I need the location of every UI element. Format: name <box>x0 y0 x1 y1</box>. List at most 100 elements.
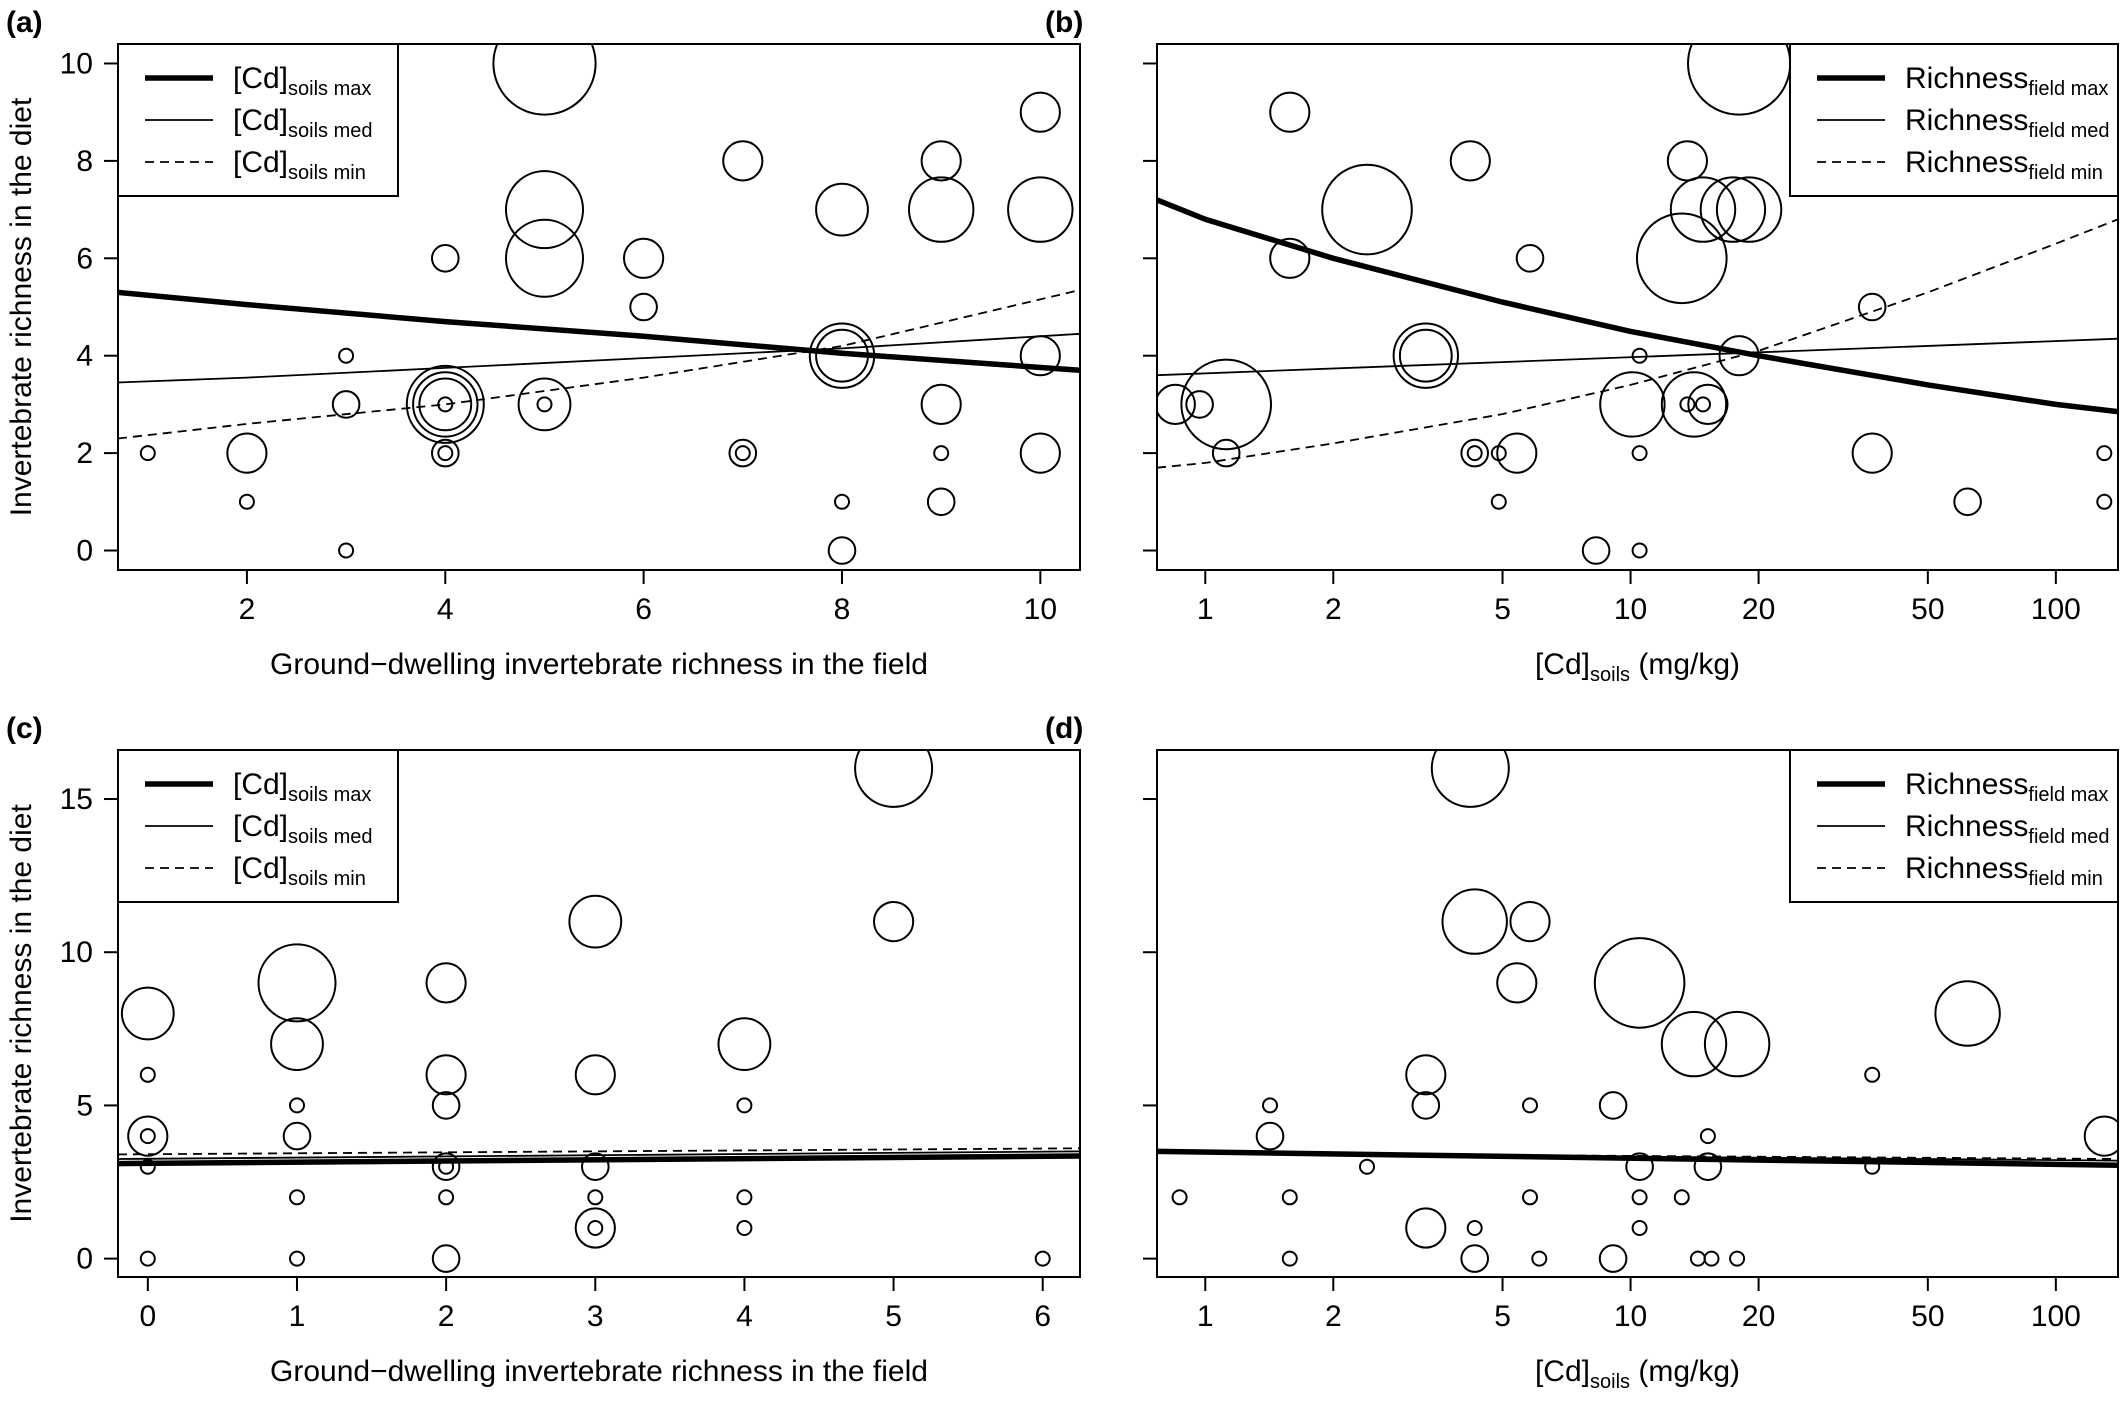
data-point <box>1699 1128 1716 1145</box>
data-point <box>1411 1091 1441 1120</box>
data-point <box>1687 383 1729 425</box>
data-point <box>1359 1158 1375 1175</box>
y-tick-label: 10 <box>60 936 93 969</box>
data-point <box>587 1220 604 1236</box>
data-point <box>2083 1115 2118 1157</box>
data-point <box>834 493 850 510</box>
data-point <box>2096 493 2113 510</box>
y-axis-label: Invertebrate richness in the diet <box>5 97 38 516</box>
data-point <box>1405 1207 1447 1249</box>
curve-thick <box>118 289 1080 374</box>
data-point <box>1679 396 1696 413</box>
x-tick-label: 5 <box>885 1300 902 1333</box>
curves-layer <box>1157 197 2118 469</box>
data-point <box>1703 1010 1771 1078</box>
y-tick-label: 5 <box>76 1089 93 1122</box>
data-point <box>425 962 467 1004</box>
data-point <box>1660 371 1728 438</box>
data-point <box>722 140 764 182</box>
data-point <box>1599 371 1666 438</box>
data-point <box>1673 1189 1690 1206</box>
data-point <box>736 1220 753 1236</box>
x-axis-label: [Cd]soils (mg/kg) <box>1535 648 1740 686</box>
data-point <box>1953 487 1982 517</box>
x-tick-label: 3 <box>587 1300 604 1333</box>
data-point <box>1321 163 1413 256</box>
data-point <box>1180 358 1272 451</box>
x-tick-label: 8 <box>834 593 851 626</box>
data-point <box>431 438 460 468</box>
legend-label: [Cd]soils med <box>233 810 373 848</box>
x-tick-label: 20 <box>1742 1300 1775 1333</box>
data-point <box>1171 1189 1188 1206</box>
data-point <box>431 1244 461 1273</box>
data-point <box>289 1250 305 1267</box>
x-tick-label: 10 <box>1024 593 1057 626</box>
data-point <box>437 445 454 462</box>
data-point <box>331 390 361 419</box>
y-tick-label: 0 <box>76 535 93 568</box>
data-point <box>127 1115 169 1157</box>
data-point <box>568 894 623 949</box>
x-tick-label: 2 <box>1325 593 1342 626</box>
panel-label: (a) <box>6 6 43 39</box>
x-tick-label: 50 <box>1911 1300 1944 1333</box>
x-tick-label: 5 <box>1494 1300 1511 1333</box>
legend: [Cd]soils max [Cd]soils med [Cd]soils min <box>117 43 399 197</box>
data-point <box>717 1017 772 1071</box>
data-point <box>282 1121 312 1151</box>
data-point <box>1631 1220 1648 1236</box>
data-point <box>1007 176 1074 243</box>
curve-dashed <box>118 1147 1080 1156</box>
data-point <box>1531 1250 1548 1267</box>
data-point <box>1669 176 1737 243</box>
data-point <box>920 140 962 182</box>
legend-label: Richnessfield med <box>1905 810 2110 848</box>
x-tick-label: 6 <box>635 593 652 626</box>
data-point <box>1460 1244 1489 1273</box>
legend: [Cd]soils max [Cd]soils med [Cd]soils min <box>117 749 399 903</box>
data-point <box>1157 383 1196 425</box>
legend-label: [Cd]soils min <box>233 852 366 890</box>
data-point <box>1593 937 1686 1029</box>
y-tick-label: 15 <box>60 783 93 816</box>
curve-thick <box>118 1153 1080 1167</box>
data-point <box>1269 237 1311 279</box>
panel-label: (d) <box>1045 712 1083 745</box>
data-point <box>517 377 572 432</box>
panel-label: (c) <box>6 712 43 745</box>
data-point <box>1631 445 1648 462</box>
data-point <box>1864 1066 1881 1083</box>
curves-layer <box>118 289 1080 440</box>
x-tick-label: 4 <box>437 593 454 626</box>
x-tick-label: 2 <box>1325 1300 1342 1333</box>
x-tick-label: 4 <box>736 1300 753 1333</box>
data-point <box>431 1152 461 1181</box>
data-point <box>1398 328 1453 383</box>
data-point <box>1392 322 1460 389</box>
data-point <box>1281 1189 1298 1206</box>
data-point <box>574 1054 616 1096</box>
data-point <box>587 1189 604 1206</box>
data-point <box>1490 493 1507 510</box>
data-point <box>438 1189 455 1206</box>
data-point <box>338 347 355 364</box>
data-point <box>629 292 658 322</box>
data-point <box>1522 1189 1538 1206</box>
data-point <box>1019 432 1061 474</box>
plot-frame <box>117 43 1081 571</box>
y-tick-label: 0 <box>76 1243 93 1276</box>
legend-label: [Cd]soils max <box>233 62 371 100</box>
data-point <box>728 438 758 468</box>
legend-label: [Cd]soils med <box>233 104 373 142</box>
data-point <box>1496 432 1538 474</box>
data-point <box>1598 1091 1628 1120</box>
legend-label: [Cd]soils min <box>233 146 366 184</box>
data-point <box>623 237 665 279</box>
data-point <box>1631 1189 1648 1206</box>
data-point <box>1460 438 1489 468</box>
data-point <box>1699 176 1767 243</box>
data-point <box>1441 888 1508 955</box>
panel-c: 0 1 2 3 4 5 6 0 5 10 15 (c) Ground−dwelling inverteb… <box>5 712 1081 1388</box>
